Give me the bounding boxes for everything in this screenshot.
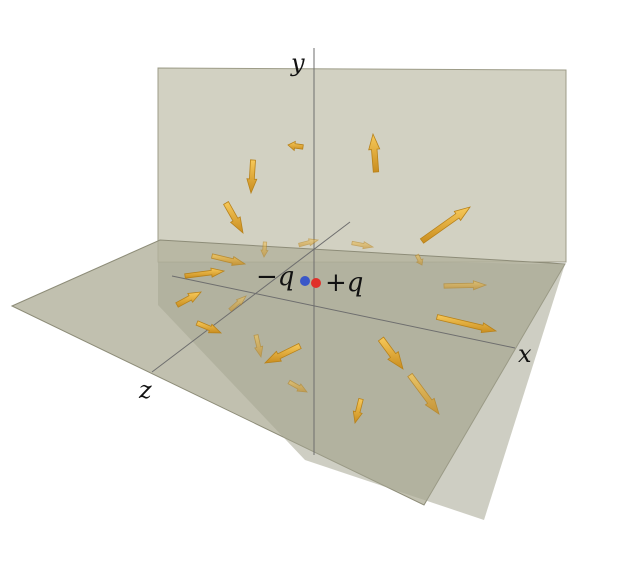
field-arrow [407,372,440,415]
positive-charge-label: +q [325,268,363,298]
field-arrow [368,132,381,173]
x-axis-line [171,275,516,349]
field-arrow [287,140,304,152]
xy-plane [157,67,567,263]
negative-charge [300,276,310,286]
field-arrow [414,253,424,266]
field-arrow [175,291,202,308]
field-arrow [228,295,247,312]
field-arrow [184,267,226,279]
field-arrow [253,334,264,359]
z-axis-line [151,221,351,373]
field-arrow [443,280,488,291]
y-axis-label: y [290,49,305,77]
field-arrow [263,342,302,364]
field-arrow [352,398,364,425]
field-arrow [223,201,244,235]
z-axis-label: z [138,376,152,404]
field-arrow [351,240,375,250]
field-arrow [419,206,471,244]
negative-charge-label: −q [256,262,294,292]
field-arrow [246,159,258,195]
x-axis-label: x [518,340,532,368]
field-arrow [435,314,498,334]
field-arrow [260,241,269,258]
field-arrow [195,320,223,334]
positive-charge [311,278,321,288]
field-arrow [287,379,308,393]
field-arrow [298,238,320,248]
field-arrow [211,253,247,266]
field-arrow [377,336,404,370]
xy-plane-lower [158,262,565,520]
field-arrows [175,132,498,425]
